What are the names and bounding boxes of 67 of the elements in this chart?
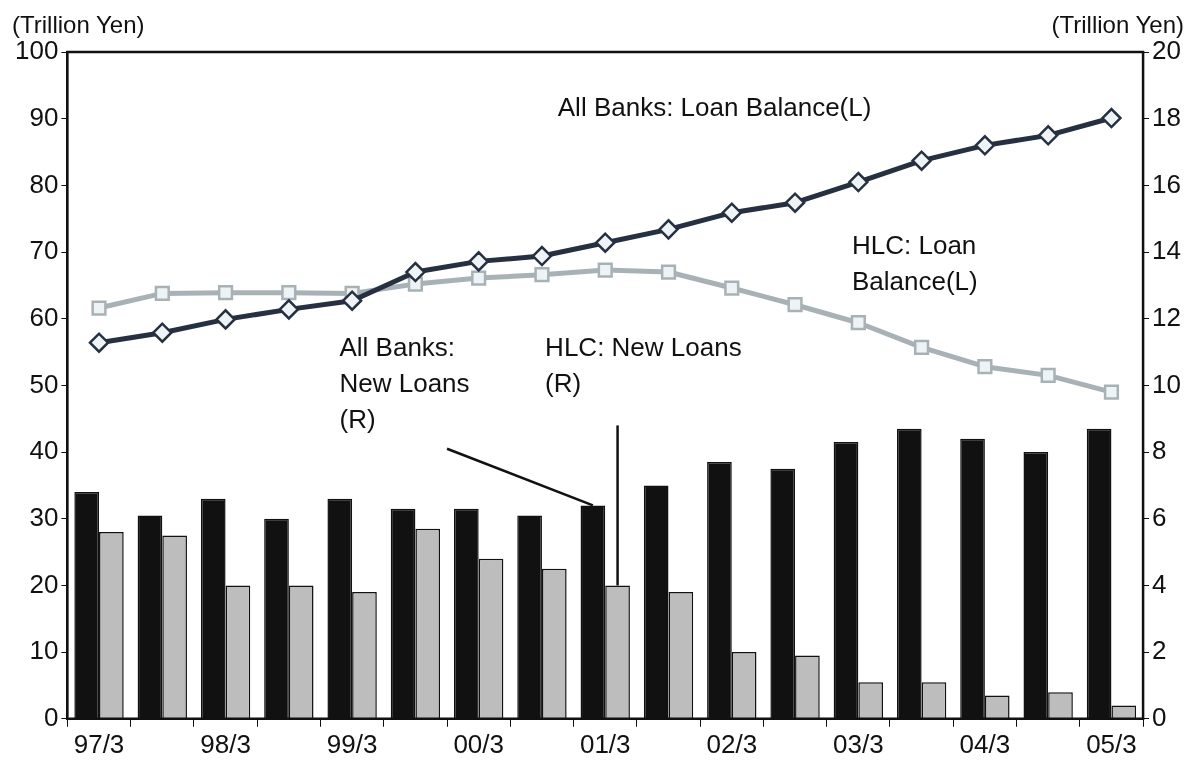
point [1103, 384, 1120, 400]
y2-tick-label: 18 [1152, 101, 1181, 132]
x-tick-label: 97/3 [73, 728, 125, 759]
point [850, 315, 866, 331]
point [974, 135, 996, 156]
y2-tick-label: 14 [1152, 235, 1181, 266]
y-tick-label: 50 [29, 368, 59, 399]
point [911, 150, 932, 171]
point [341, 290, 363, 311]
y-tick-label: 70 [29, 235, 59, 266]
y2-tick-label: 8 [1152, 435, 1167, 466]
point [405, 261, 426, 283]
point [281, 285, 297, 301]
y2-tick-label: 12 [1152, 301, 1181, 332]
y2-tick-label: 10 [1152, 368, 1181, 399]
text: All Banks: New Loans (R) [339, 331, 470, 434]
y-tick-label: 30 [29, 501, 59, 532]
point [848, 171, 869, 193]
point [88, 332, 110, 353]
point [594, 232, 616, 253]
point [660, 264, 677, 280]
point [1101, 107, 1122, 129]
y2-tick-label: 4 [1152, 568, 1167, 599]
point [278, 299, 300, 320]
y2-tick-label: 0 [1152, 701, 1167, 732]
x-tick-label: 05/3 [1086, 728, 1137, 759]
point [597, 262, 613, 278]
point [531, 245, 553, 267]
x-tick-label: 03/3 [833, 728, 884, 759]
point [658, 219, 679, 240]
point [914, 339, 930, 356]
point [471, 270, 487, 286]
point [154, 285, 170, 301]
y-tick-label: 20 [29, 568, 59, 599]
point [1040, 367, 1056, 384]
y2-tick-label: 2 [1152, 635, 1167, 666]
y-tick-label: 80 [29, 168, 59, 199]
point [787, 297, 803, 313]
x-tick-label: 04/3 [959, 728, 1011, 759]
series-label: HLC: Loan Balance(L) [852, 229, 978, 296]
point [784, 192, 806, 213]
text: All Banks: Loan Balance(L) [557, 91, 872, 122]
point [152, 322, 173, 343]
y-tick-label: 0 [43, 701, 59, 732]
text: HLC: New Loans (R) [545, 331, 742, 398]
y-tick-label: 90 [29, 101, 59, 132]
x-tick-label: 99/3 [326, 728, 378, 759]
point [91, 300, 107, 316]
point [724, 280, 740, 296]
y2-axis-title: (Trillion Yen) [1051, 10, 1184, 38]
point [217, 285, 234, 301]
x-tick-label: 01/3 [579, 728, 631, 759]
y-axis-title: (Trillion Yen) [12, 10, 145, 38]
point [977, 359, 993, 375]
x-tick-label: 00/3 [453, 728, 504, 759]
x-tick-label: 02/3 [706, 728, 758, 759]
x-tick-label: 98/3 [200, 728, 251, 759]
point [534, 267, 550, 283]
point [1037, 125, 1059, 146]
point [721, 202, 743, 223]
y-tick-label: 10 [29, 635, 59, 666]
y2-tick-label: 6 [1152, 501, 1167, 532]
point [215, 309, 236, 330]
y-tick-label: 40 [29, 435, 59, 466]
y-tick-label: 60 [29, 301, 59, 332]
y2-tick-label: 16 [1152, 168, 1181, 199]
point [468, 251, 489, 272]
